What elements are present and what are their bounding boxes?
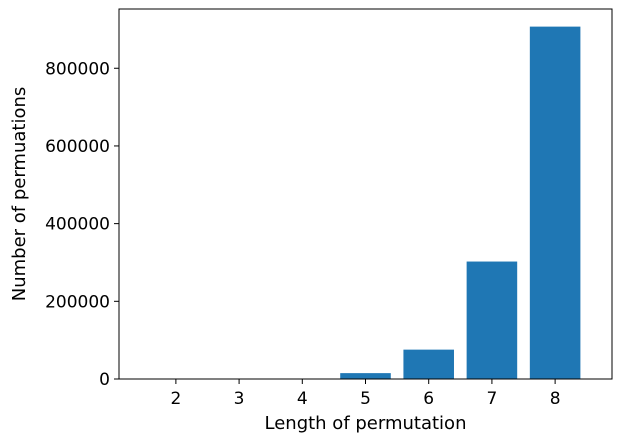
x-tick-label: 6 (423, 389, 434, 409)
x-tick-label: 3 (234, 389, 245, 409)
x-tick-label: 5 (360, 389, 371, 409)
bar-5 (340, 373, 391, 379)
y-tick-label: 400000 (45, 215, 110, 235)
bars-group (150, 26, 581, 379)
x-tick-label: 7 (486, 389, 497, 409)
x-axis-label: Length of permutation (265, 413, 467, 434)
x-tick-label: 4 (297, 389, 308, 409)
bar-6 (403, 349, 454, 379)
y-axis-ticks: 0 200000 400000 600000 800000 (45, 59, 119, 390)
bar-8 (529, 26, 581, 379)
x-tick-label: 8 (550, 389, 561, 409)
y-tick-label: 0 (99, 370, 110, 390)
bar-7 (466, 261, 518, 379)
y-axis-label: Number of permuations (9, 87, 30, 302)
y-tick-label: 800000 (45, 59, 110, 79)
y-tick-label: 200000 (45, 292, 110, 312)
plot-area-frame (118, 8, 613, 380)
x-tick-label: 2 (170, 389, 181, 409)
x-axis-ticks: 2 3 4 5 6 7 8 (170, 379, 561, 409)
y-tick-label: 600000 (45, 137, 110, 157)
